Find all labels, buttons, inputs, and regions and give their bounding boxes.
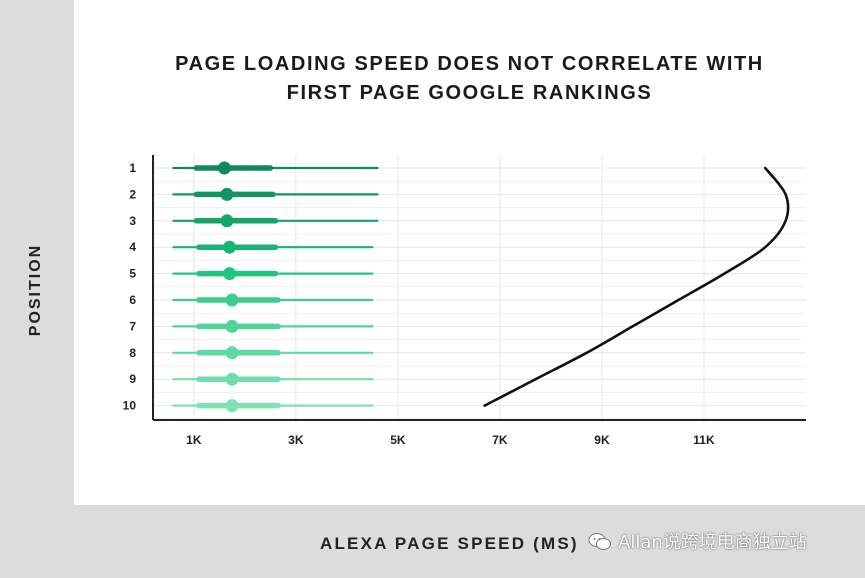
y-tick-label: 4 xyxy=(129,240,136,254)
y-tick-label: 9 xyxy=(129,372,136,386)
y-tick-label: 7 xyxy=(129,319,136,333)
axes-layer xyxy=(152,155,806,421)
chart-title-line-2: FIRST PAGE GOOGLE RANKINGS xyxy=(286,82,653,104)
wechat-icon xyxy=(588,532,612,552)
y-tick-label: 10 xyxy=(123,399,137,413)
median-marker xyxy=(220,187,234,201)
box-layer xyxy=(172,161,379,413)
y-tick-label: 8 xyxy=(129,346,136,360)
box-plot-row xyxy=(172,267,374,281)
x-tick-label: 1K xyxy=(186,433,202,447)
tick-layer: 1 2 3 4 5 6 7 8 9 10 1K 3K 5K 7K 9K 11K xyxy=(123,161,715,447)
median-marker xyxy=(225,319,239,333)
x-tick-label: 3K xyxy=(288,433,304,447)
chart-title: PAGE LOADING SPEED DOES NOT CORRELATE WI… xyxy=(74,50,865,108)
trend-line xyxy=(483,166,790,407)
median-marker xyxy=(217,161,231,175)
box-plot-row xyxy=(172,293,374,307)
box-plot-row xyxy=(172,346,374,360)
y-tick-label: 1 xyxy=(129,161,136,175)
y-tick-label: 2 xyxy=(129,187,136,201)
x-tick-label: 7K xyxy=(492,433,508,447)
y-axis-band xyxy=(0,0,74,578)
box-plot-row xyxy=(172,161,379,175)
x-axis-band xyxy=(74,505,865,578)
median-marker xyxy=(223,267,237,281)
box-plot-row xyxy=(172,372,374,386)
watermark-text: Allan说跨境电商独立站 xyxy=(618,532,807,553)
median-marker xyxy=(225,346,239,360)
chart-title-line-1: PAGE LOADING SPEED DOES NOT CORRELATE WI… xyxy=(175,53,764,75)
median-marker xyxy=(225,372,239,386)
trend-layer xyxy=(483,166,790,407)
median-marker xyxy=(225,293,239,307)
box-plot-row xyxy=(172,240,374,254)
x-tick-label: 9K xyxy=(594,433,610,447)
y-tick-label: 5 xyxy=(129,267,136,281)
watermark: Allan说跨境电商独立站 xyxy=(588,528,807,554)
x-tick-label: 11K xyxy=(693,433,715,447)
median-marker xyxy=(223,240,237,254)
y-tick-label: 3 xyxy=(129,214,136,228)
box-plot-row xyxy=(172,399,374,413)
x-tick-label: 5K xyxy=(390,433,406,447)
y-tick-label: 6 xyxy=(129,293,136,307)
x-axis-label: ALEXA PAGE SPEED (MS) xyxy=(320,534,579,553)
box-plot-row xyxy=(172,214,379,228)
median-marker xyxy=(225,399,239,413)
box-plot-row xyxy=(172,187,379,201)
median-marker xyxy=(220,214,234,228)
box-plot-row xyxy=(172,319,374,333)
